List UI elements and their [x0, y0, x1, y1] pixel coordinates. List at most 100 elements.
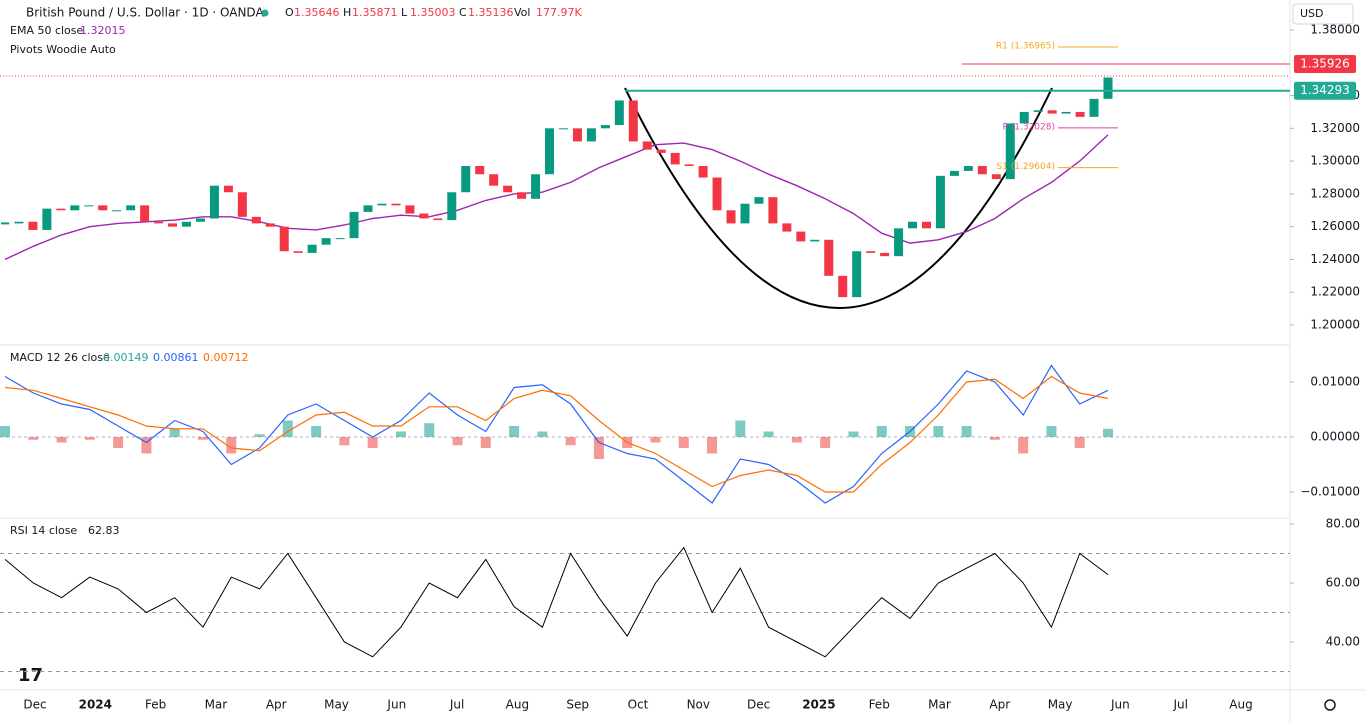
candle — [1061, 111, 1071, 114]
candle — [545, 128, 555, 175]
candle — [84, 205, 94, 207]
candle — [921, 221, 931, 229]
ema-line — [4, 134, 1109, 261]
y-tick-label: 40.00 — [1326, 634, 1360, 648]
histogram-bar — [707, 436, 718, 454]
candle — [726, 210, 736, 224]
histogram-bar — [226, 436, 237, 454]
pane-title: MACD 12 26 close — [10, 351, 110, 364]
histogram-bar — [282, 420, 293, 437]
y-tick-label: 80.00 — [1326, 516, 1360, 530]
quote-value: 1.35646 — [294, 6, 340, 19]
candle — [335, 238, 345, 240]
candle — [433, 218, 443, 221]
candle — [949, 170, 959, 176]
candle — [670, 152, 680, 165]
ema-title: EMA 50 close — [10, 24, 84, 37]
time-label: Apr — [989, 698, 1010, 712]
candle — [782, 223, 792, 232]
quote-value: 1.35003 — [410, 6, 456, 19]
candle — [908, 221, 918, 229]
time-label: Jul — [1172, 698, 1187, 712]
time-label: Sep — [566, 698, 589, 712]
histogram-bar — [650, 436, 661, 443]
price-label-box — [1294, 81, 1356, 100]
y-tick-label: 1.30000 — [1310, 154, 1360, 168]
candle — [838, 275, 848, 298]
histogram-bar — [84, 436, 95, 440]
candle — [42, 208, 52, 230]
candle — [1089, 98, 1099, 117]
candle — [1103, 77, 1113, 99]
time-label: Mar — [928, 698, 951, 712]
legend-value: 0.00861 — [153, 351, 199, 364]
candle — [977, 166, 987, 175]
candle — [754, 197, 764, 204]
pivot-label: R1 (1.36965) — [996, 41, 1055, 51]
price-label: 1.34293 — [1300, 83, 1350, 97]
histogram-bar — [933, 426, 944, 437]
candle — [614, 100, 624, 126]
histogram-bar — [820, 436, 831, 448]
time-label: Dec — [23, 698, 46, 712]
quote-value: 1.35871 — [352, 6, 398, 19]
time-label: Apr — [266, 698, 287, 712]
volume-value: 177.97K — [536, 6, 582, 19]
y-tick-label: 1.38000 — [1310, 22, 1360, 36]
candle — [223, 185, 233, 193]
quote-value: 1.35136 — [468, 6, 514, 19]
y-tick-label: −0.01000 — [1300, 484, 1360, 498]
histogram-bar — [113, 436, 124, 448]
currency-label[interactable]: USD — [1300, 7, 1324, 20]
histogram-bar — [1103, 428, 1113, 437]
candle — [279, 226, 289, 252]
y-tick-label: 0.01000 — [1310, 375, 1360, 389]
quote-key: H — [343, 6, 351, 19]
settings-icon[interactable] — [1324, 699, 1336, 711]
quote-key: O — [285, 6, 294, 19]
histogram-bar — [989, 436, 1000, 440]
histogram-bar — [480, 436, 491, 448]
candle — [56, 208, 66, 211]
candle — [363, 205, 373, 212]
logo: 17 — [18, 665, 43, 686]
candle — [195, 218, 205, 222]
time-label: Jun — [1110, 698, 1130, 712]
histogram-bar — [876, 426, 887, 437]
candle — [894, 228, 904, 257]
histogram-bar — [311, 426, 322, 437]
candle — [866, 251, 876, 253]
candle — [963, 166, 973, 171]
candle — [140, 205, 150, 222]
candle — [349, 211, 359, 239]
candle — [182, 221, 192, 227]
histogram-bar — [197, 436, 208, 440]
histogram-bar — [424, 423, 435, 437]
candle — [154, 221, 164, 224]
histogram-bar — [537, 431, 548, 437]
candle — [1047, 110, 1057, 114]
y-tick-label: 1.20000 — [1310, 318, 1360, 332]
candle — [265, 223, 275, 227]
histogram-bar — [1074, 436, 1085, 448]
currency-button[interactable] — [1292, 3, 1354, 25]
ema-value: 1.32015 — [80, 24, 126, 37]
macd-line — [4, 375, 1109, 493]
candle — [447, 192, 457, 221]
quote-key: L — [401, 6, 408, 19]
candle — [740, 203, 750, 224]
time-label: 2025 — [802, 698, 835, 712]
histogram-bar — [509, 426, 520, 437]
candle — [14, 221, 24, 224]
time-label: Mar — [205, 698, 228, 712]
candle — [126, 205, 136, 211]
candle — [852, 251, 862, 298]
time-label: May — [324, 698, 349, 712]
histogram-bar — [56, 436, 67, 443]
candle — [1019, 111, 1029, 124]
pivot-label: S1 (1.29604) — [996, 162, 1055, 172]
volume-key: Vol — [514, 6, 530, 19]
histogram-bar — [848, 431, 859, 437]
histogram-bar — [395, 431, 406, 437]
